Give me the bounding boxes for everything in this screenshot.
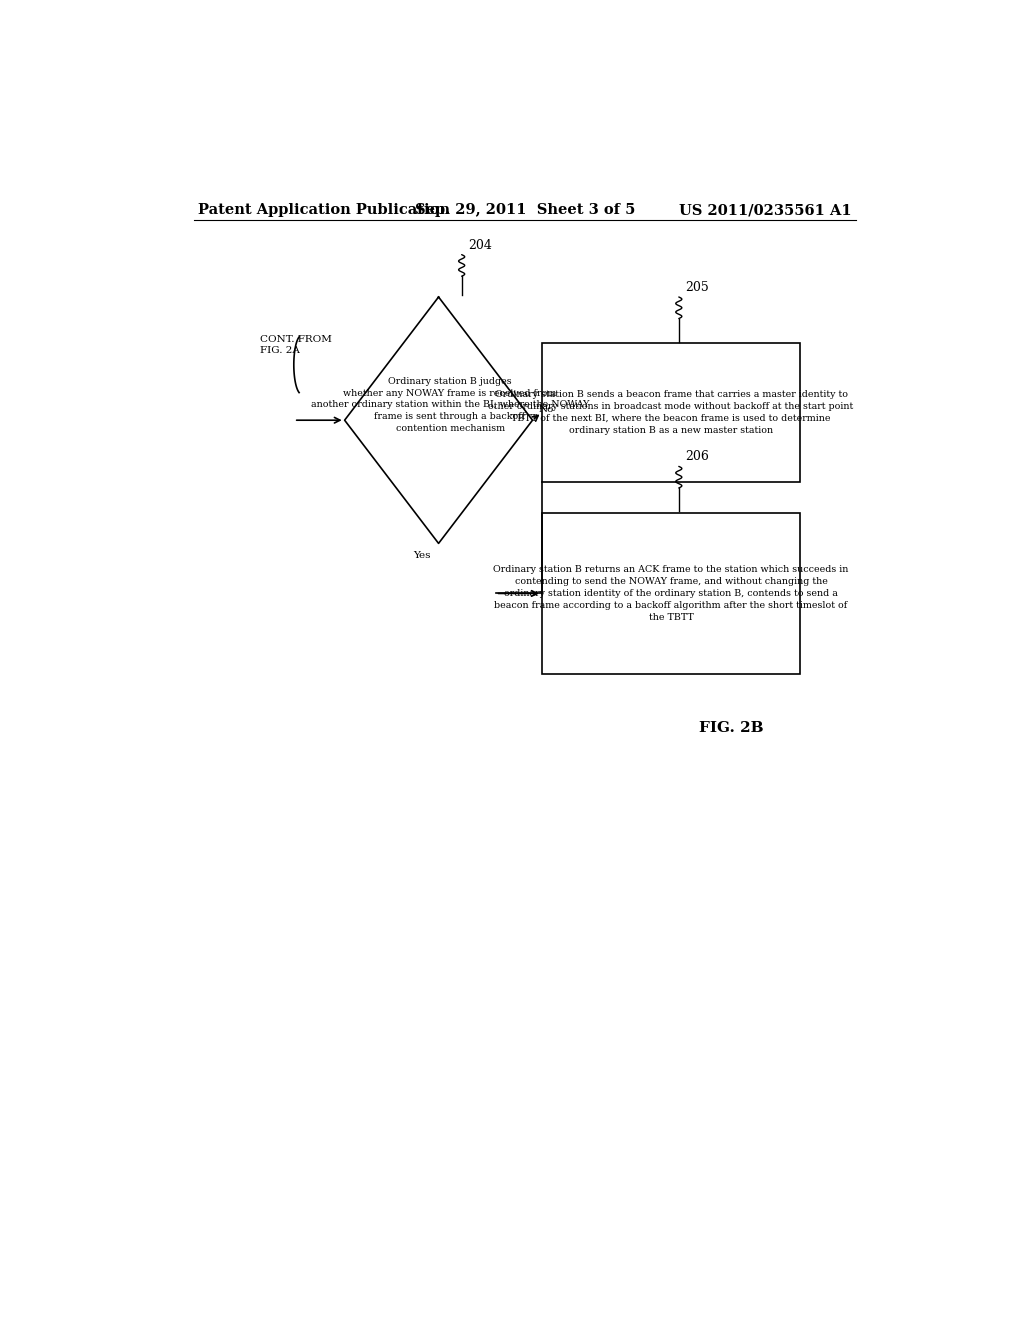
Text: Yes: Yes xyxy=(414,552,431,560)
Text: US 2011/0235561 A1: US 2011/0235561 A1 xyxy=(679,203,851,216)
Text: Ordinary station B judges
whether any NOWAY frame is received from
another ordin: Ordinary station B judges whether any NO… xyxy=(311,376,589,433)
Bar xyxy=(542,343,801,482)
Text: 204: 204 xyxy=(468,239,492,252)
Text: Ordinary station B sends a beacon frame that carries a master identity to
other : Ordinary station B sends a beacon frame … xyxy=(488,391,854,434)
Bar xyxy=(542,512,801,675)
Text: FIG. 2B: FIG. 2B xyxy=(698,721,764,734)
Text: Patent Application Publication: Patent Application Publication xyxy=(199,203,451,216)
Text: 206: 206 xyxy=(685,450,709,463)
Text: No: No xyxy=(539,405,554,414)
Text: Ordinary station B returns an ACK frame to the station which succeeds in
contend: Ordinary station B returns an ACK frame … xyxy=(494,565,849,622)
Text: 205: 205 xyxy=(685,281,709,294)
Text: Sep. 29, 2011  Sheet 3 of 5: Sep. 29, 2011 Sheet 3 of 5 xyxy=(415,203,635,216)
Text: CONT. FROM
FIG. 2A: CONT. FROM FIG. 2A xyxy=(260,335,332,355)
